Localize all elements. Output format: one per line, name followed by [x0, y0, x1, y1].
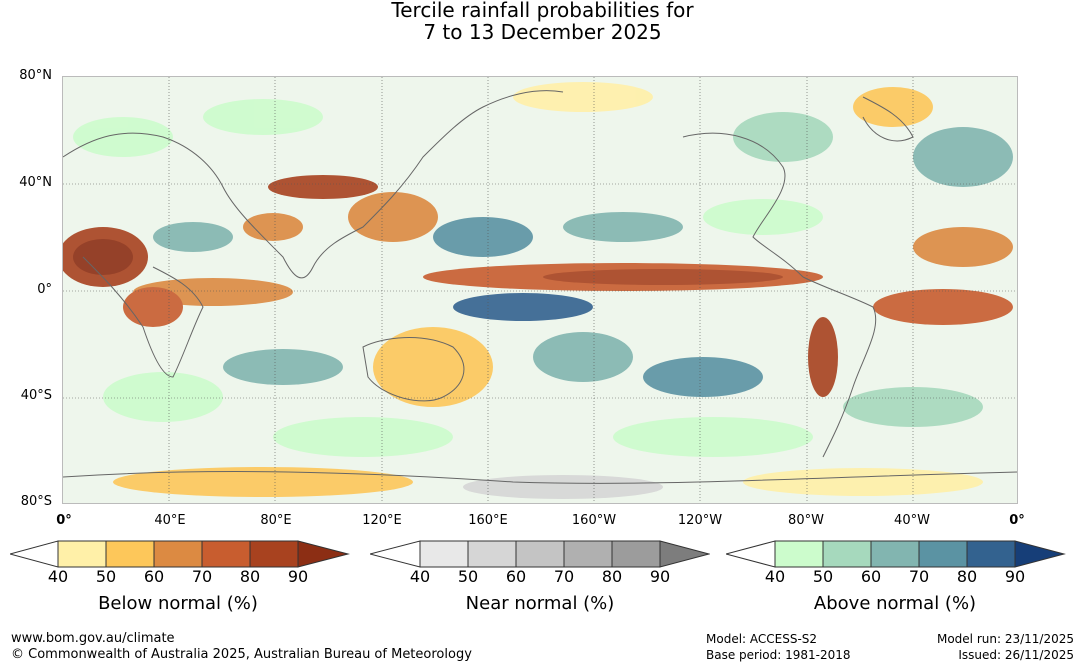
above-tick-70: 70: [908, 567, 930, 586]
colorbar-segment: [10, 540, 59, 568]
colorbar-segment: [659, 540, 710, 568]
colorbar-segment: [249, 540, 299, 568]
below-tick-70: 70: [191, 567, 213, 586]
near-tick-60: 60: [505, 567, 527, 586]
above-normal-colorbar-svg: [726, 540, 1066, 568]
above-normal-title: Above normal (%): [813, 593, 977, 614]
lat-label-0: 0°: [37, 282, 52, 297]
colorbar-segment: [467, 540, 517, 568]
copyright: © Commonwealth of Australia 2025, Austra…: [11, 647, 472, 662]
lon-label-0-right: 0°: [1009, 513, 1025, 528]
lat-label-40n: 40°N: [19, 175, 52, 190]
below-normal-colorbar-svg: [10, 540, 350, 568]
colorbar-segment: [774, 540, 824, 568]
below-tick-90: 90: [287, 567, 309, 586]
near-tick-80: 80: [601, 567, 623, 586]
colorbar-segment: [105, 540, 155, 568]
near-tick-70: 70: [553, 567, 575, 586]
above-tick-50: 50: [812, 567, 834, 586]
colorbar-segment: [563, 540, 613, 568]
colorbar-segment: [153, 540, 203, 568]
lon-label-160e: 160°E: [468, 513, 508, 528]
map-field: [63, 77, 1017, 503]
below-tick-80: 80: [239, 567, 261, 586]
map-subtitle: 7 to 13 December 2025: [423, 20, 662, 44]
near-normal-title: Near normal (%): [465, 593, 615, 614]
near-normal-colorbar: [370, 540, 710, 568]
colorbar-segment: [201, 540, 251, 568]
above-tick-80: 80: [956, 567, 978, 586]
above-tick-40: 40: [764, 567, 786, 586]
colorbar-segment: [419, 540, 469, 568]
colorbar-segment: [822, 540, 872, 568]
lon-label-120e: 120°E: [362, 513, 402, 528]
colorbar-segment: [870, 540, 920, 568]
near-tick-40: 40: [409, 567, 431, 586]
lat-label-80s: 80°S: [20, 494, 52, 509]
near-tick-90: 90: [649, 567, 671, 586]
below-normal-title: Below normal (%): [98, 593, 258, 614]
model-name: Model: ACCESS-S2: [706, 632, 818, 646]
above-normal-colorbar: [726, 540, 1066, 568]
colorbar-segment: [1014, 540, 1066, 568]
colorbar-segment: [57, 540, 107, 568]
base-period: Base period: 1981-2018: [706, 648, 851, 662]
near-normal-colorbar-svg: [370, 540, 710, 568]
colorbar-segment: [611, 540, 661, 568]
lon-label-160w: 160°W: [571, 513, 617, 528]
probability-map: [62, 76, 1018, 504]
map-title: Tercile rainfall probabilities for: [391, 0, 694, 22]
issued-date: Issued: 26/11/2025: [958, 648, 1074, 662]
lon-label-80w: 80°W: [788, 513, 824, 528]
near-tick-50: 50: [457, 567, 479, 586]
above-tick-60: 60: [860, 567, 882, 586]
below-tick-50: 50: [95, 567, 117, 586]
bom-url: www.bom.gov.au/climate: [11, 631, 175, 646]
lon-label-40e: 40°E: [154, 513, 186, 528]
lat-label-80n: 80°N: [19, 68, 52, 83]
colorbar-segment: [966, 540, 1016, 568]
colorbar-segment: [918, 540, 968, 568]
below-tick-40: 40: [47, 567, 69, 586]
below-tick-60: 60: [143, 567, 165, 586]
above-tick-90: 90: [1004, 567, 1026, 586]
colorbar-segment: [370, 540, 421, 568]
model-run: Model run: 23/11/2025: [936, 632, 1074, 646]
lon-label-40w: 40°W: [894, 513, 930, 528]
lat-label-40s: 40°S: [20, 388, 52, 403]
colorbar-segment: [297, 540, 350, 568]
below-normal-colorbar: [10, 540, 350, 568]
lon-label-120w: 120°W: [677, 513, 723, 528]
colorbar-segment: [515, 540, 565, 568]
lon-label-80e: 80°E: [260, 513, 292, 528]
colorbar-segment: [726, 540, 776, 568]
lon-label-0-left: 0°: [56, 513, 72, 528]
